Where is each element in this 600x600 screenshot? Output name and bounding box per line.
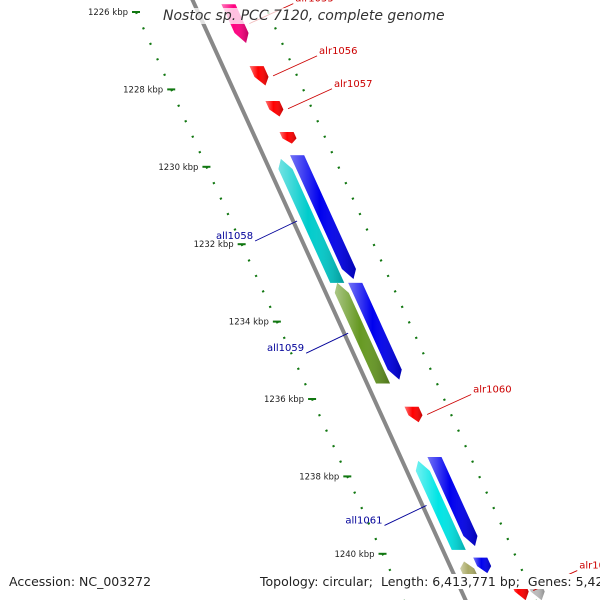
ruler-tick-label: 1238 kbp <box>299 472 339 482</box>
gene-arrow-shading <box>278 159 345 283</box>
gene-arrow-shading <box>249 66 269 86</box>
ruler-tick-label: 1230 kbp <box>158 163 198 173</box>
gene-label-leader <box>305 332 349 354</box>
gene-label-leader <box>384 505 427 526</box>
ruler-tick-label: 1240 kbp <box>334 550 374 560</box>
gene-arrow[interactable] <box>404 406 423 423</box>
accession-text: Accession: NC_003272 <box>9 574 152 589</box>
gene-arrow[interactable] <box>348 282 402 380</box>
gene-label[interactable]: alr1057 <box>334 79 372 90</box>
gene-arrow[interactable] <box>279 131 297 144</box>
gene-label[interactable]: alr1063 <box>579 561 600 572</box>
gene-arrow-shading <box>460 561 479 578</box>
gene-label-leader <box>272 55 318 77</box>
gene-label[interactable]: alr1055 <box>295 0 333 5</box>
gene-arrow[interactable] <box>415 460 466 550</box>
gene-arrow-shading <box>415 460 466 550</box>
gene-arrow[interactable] <box>278 159 345 283</box>
gene-arrow[interactable] <box>249 66 269 86</box>
gene-arrow-shading <box>348 282 402 380</box>
gene-label[interactable]: all1058 <box>216 231 253 242</box>
gene-arrow[interactable] <box>290 155 356 280</box>
gene-arrow-shading <box>404 406 423 423</box>
ruler-tick-label: 1226 kbp <box>88 8 128 18</box>
gene-arrow-shading <box>427 457 478 547</box>
gene-label-leader <box>254 220 298 242</box>
gene-arrow[interactable] <box>334 282 391 384</box>
gene-labels: alr1055 alr1056 alr1057 alr1060 all1058 all10… <box>216 0 600 591</box>
ruler-tick-label: 1236 kbp <box>264 395 304 405</box>
inner-ruler-line <box>129 0 405 600</box>
gene-arrow-shading <box>265 101 284 117</box>
gene-arrow-shading <box>290 155 356 280</box>
genome-summary: Topology: circular; Length: 6,413,771 bp… <box>260 574 600 589</box>
gene-label-leader <box>426 394 472 415</box>
ruler-tick-label: 1234 kbp <box>229 318 269 328</box>
gene-arrow[interactable] <box>265 101 284 117</box>
gene-label-leader <box>287 88 333 110</box>
accession-info: Accession: NC_003272 <box>9 574 152 589</box>
gene-label[interactable]: all1059 <box>267 343 304 354</box>
genome-backbone <box>190 0 468 600</box>
topology-text: Topology: circular; <box>260 574 373 589</box>
gene-label[interactable]: alr1056 <box>319 46 357 57</box>
ruler: 1226 kbp 1228 kbp 1230 kbp 1232 kbp 1234 kbp… <box>88 0 537 600</box>
gene-arrow-shading <box>334 282 391 384</box>
gene-arrow[interactable] <box>427 457 478 547</box>
length-text: Length: 6,413,771 bp; <box>380 574 520 589</box>
gene-arrow[interactable] <box>460 561 479 578</box>
gene-arrow-shading <box>473 557 492 574</box>
gene-label[interactable]: alr1060 <box>473 384 511 395</box>
ruler-tick-label: 1232 kbp <box>194 240 234 250</box>
gene-count-text: Genes: 5,428 <box>527 574 600 589</box>
gene-arrow[interactable] <box>473 557 492 574</box>
gene-track <box>221 4 545 600</box>
gene-arrow-shading <box>279 131 297 144</box>
ruler-tick-label: 1228 kbp <box>123 85 163 95</box>
backbone-line <box>190 0 468 600</box>
gene-label[interactable]: all1061 <box>345 515 382 526</box>
genome-title: Nostoc sp. PCC 7120, complete genome <box>163 8 445 24</box>
outer-ruler-line <box>261 0 537 600</box>
